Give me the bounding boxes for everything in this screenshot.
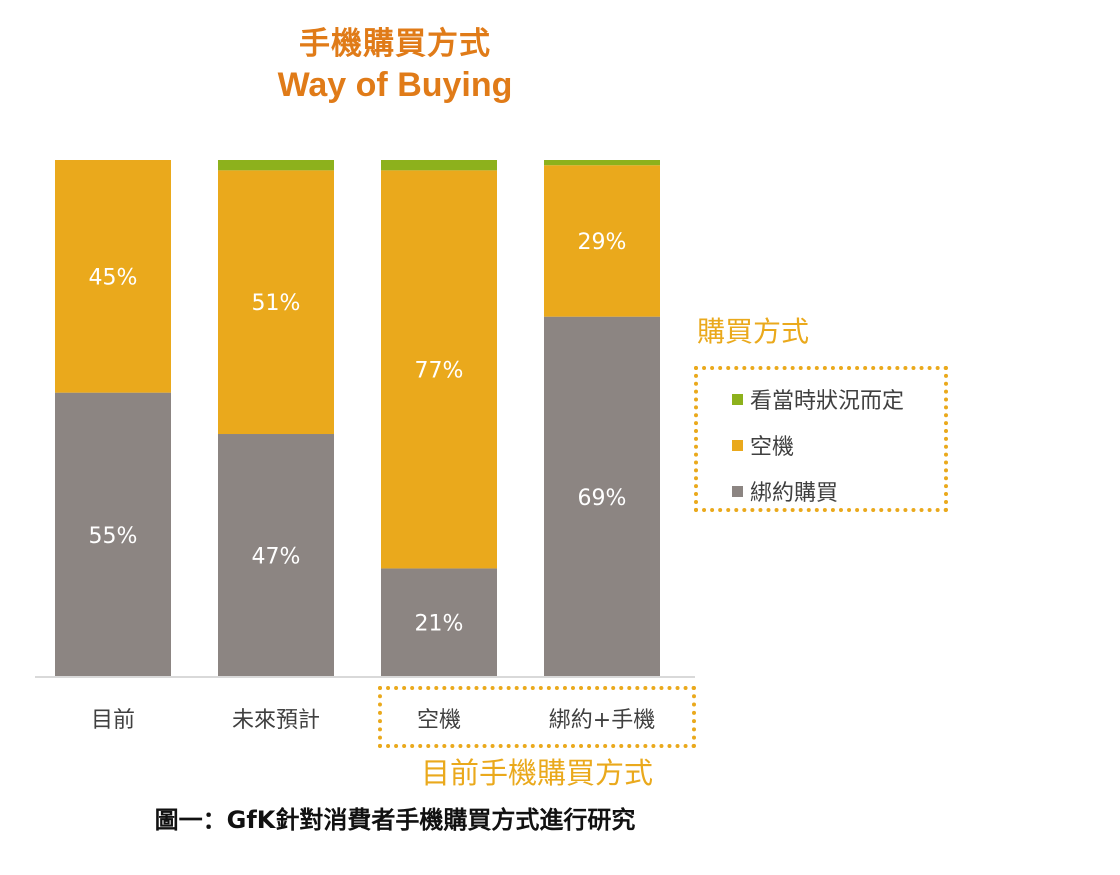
legend-label-undecided: 看當時狀況而定: [750, 389, 905, 414]
bar-unlocked-1: [218, 170, 334, 435]
bar-contract-2: [381, 568, 497, 677]
legend-label-unlocked: 空機: [750, 435, 795, 460]
legend-item-contract: 綁約購買: [732, 476, 838, 506]
data-label-contract-2: 21%: [415, 612, 464, 637]
data-label-contract-0: 55%: [89, 524, 138, 549]
legend-swatch-unlocked: [732, 439, 743, 451]
x-tick-label-3: 綁約+手機: [549, 708, 655, 733]
chart-title-en: Way of Buying: [277, 66, 513, 104]
legend-swatch-contract: [732, 485, 743, 497]
bar-undecided-3: [544, 160, 660, 166]
data-label-unlocked-2: 77%: [415, 358, 464, 383]
bar-contract-0: [55, 392, 171, 677]
bar-undecided-1: [218, 160, 334, 171]
bar-unlocked-0: [55, 160, 171, 393]
legend: 看當時狀況而定 空機 綁約購買: [694, 366, 948, 512]
bar-contract-3: [544, 316, 660, 677]
data-label-unlocked-0: 45%: [89, 265, 138, 290]
x-tick-label-2: 空機: [417, 708, 461, 733]
legend-item-unlocked: 空機: [732, 430, 794, 460]
x-tick-label-1: 未來預計: [232, 708, 320, 733]
data-label-unlocked-1: 51%: [252, 291, 301, 316]
bar-unlocked-2: [381, 170, 497, 569]
legend-title: 購買方式: [697, 315, 810, 348]
data-label-contract-3: 69%: [578, 486, 627, 511]
x-tick-label-0: 目前: [91, 708, 135, 733]
figure-caption: 圖一：GfK針對消費者手機購買方式進行研究: [154, 806, 636, 834]
data-label-unlocked-3: 29%: [578, 230, 627, 255]
current-group-label: 目前手機購買方式: [420, 756, 653, 790]
legend-item-undecided: 看當時狀況而定: [732, 384, 904, 414]
bar-undecided-2: [381, 160, 497, 171]
current-group-highlight: [378, 686, 696, 748]
legend-label-contract: 綁約購買: [750, 481, 839, 506]
legend-swatch-undecided: [732, 393, 743, 405]
data-label-contract-1: 47%: [252, 545, 301, 570]
bar-unlocked-3: [544, 165, 660, 317]
bar-contract-1: [218, 434, 334, 677]
chart-title-zh: 手機購買方式: [299, 26, 491, 62]
